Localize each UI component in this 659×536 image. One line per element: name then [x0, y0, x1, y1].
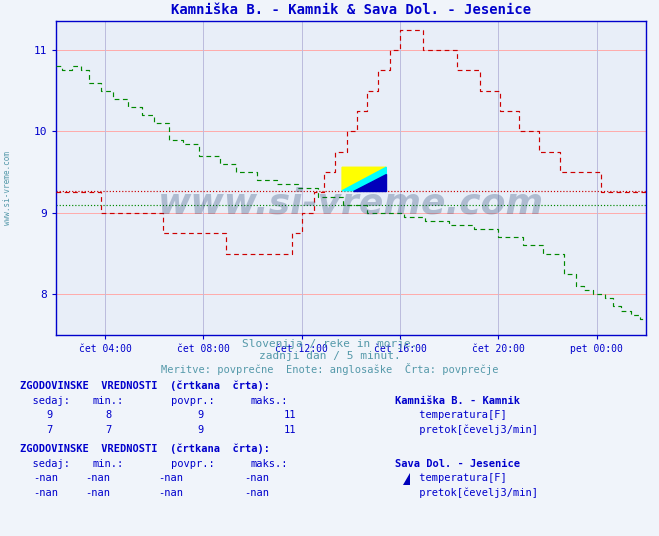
Text: -nan: -nan [33, 473, 58, 483]
Text: temperatura[F]: temperatura[F] [413, 410, 507, 420]
Text: www.si-vreme.com: www.si-vreme.com [3, 151, 13, 225]
Text: 7: 7 [46, 425, 52, 435]
Text: -nan: -nan [158, 473, 183, 483]
Text: Kamniška B. - Kamnik: Kamniška B. - Kamnik [395, 396, 521, 406]
Text: -nan: -nan [158, 488, 183, 498]
Text: ZGODOVINSKE  VREDNOSTI  (črtkana  črta):: ZGODOVINSKE VREDNOSTI (črtkana črta): [20, 444, 270, 455]
Text: povpr.:: povpr.: [171, 396, 215, 406]
Text: -nan: -nan [244, 473, 269, 483]
Text: ZGODOVINSKE  VREDNOSTI  (črtkana  črta):: ZGODOVINSKE VREDNOSTI (črtkana črta): [20, 381, 270, 391]
Text: -nan: -nan [86, 473, 111, 483]
Text: 11: 11 [283, 425, 296, 435]
Text: Slovenija / reke in morje.: Slovenija / reke in morje. [242, 339, 417, 349]
Text: -nan: -nan [33, 488, 58, 498]
Text: povpr.:: povpr.: [171, 459, 215, 469]
Polygon shape [353, 174, 386, 191]
Text: 11: 11 [283, 410, 296, 420]
Text: zadnji dan / 5 minut.: zadnji dan / 5 minut. [258, 351, 401, 361]
Polygon shape [342, 167, 386, 191]
Text: www.si-vreme.com: www.si-vreme.com [158, 187, 544, 220]
Text: temperatura[F]: temperatura[F] [413, 473, 507, 483]
Text: pretok[čevelj3/min]: pretok[čevelj3/min] [413, 425, 538, 435]
Title: Kamniška B. - Kamnik & Sava Dol. - Jesenice: Kamniška B. - Kamnik & Sava Dol. - Jesen… [171, 4, 531, 18]
Text: 9: 9 [198, 425, 204, 435]
Text: sedaj:: sedaj: [20, 396, 70, 406]
Text: maks.:: maks.: [250, 396, 288, 406]
Text: Meritve: povprečne  Enote: anglosaške  Črta: povprečje: Meritve: povprečne Enote: anglosaške Črt… [161, 363, 498, 375]
Text: min.:: min.: [92, 396, 123, 406]
Text: 8: 8 [105, 410, 111, 420]
Text: 9: 9 [46, 410, 52, 420]
Polygon shape [403, 473, 410, 485]
Text: min.:: min.: [92, 459, 123, 469]
Text: 9: 9 [198, 410, 204, 420]
Polygon shape [342, 167, 386, 191]
Text: maks.:: maks.: [250, 459, 288, 469]
Text: pretok[čevelj3/min]: pretok[čevelj3/min] [413, 488, 538, 498]
Text: sedaj:: sedaj: [20, 459, 70, 469]
Text: -nan: -nan [244, 488, 269, 498]
Text: -nan: -nan [86, 488, 111, 498]
Text: Sava Dol. - Jesenice: Sava Dol. - Jesenice [395, 459, 521, 469]
Text: 7: 7 [105, 425, 111, 435]
